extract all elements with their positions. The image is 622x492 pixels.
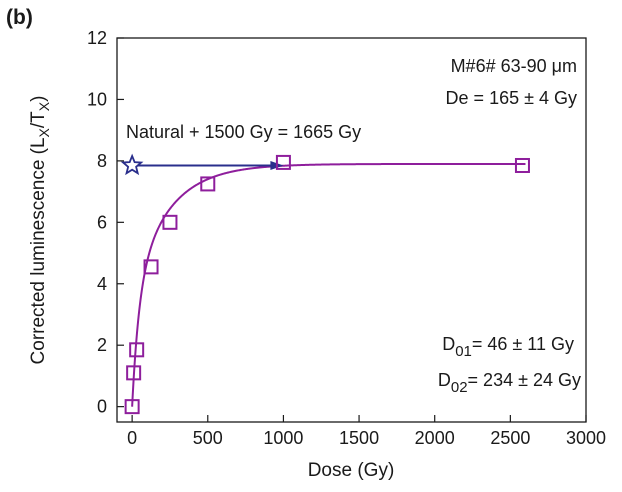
data-point xyxy=(200,176,216,192)
natural-point xyxy=(120,153,144,176)
y-tick-label: 2 xyxy=(97,335,107,355)
x-tick-label: 500 xyxy=(193,428,223,448)
y-tick-label: 10 xyxy=(87,89,107,109)
y-axis-label: Corrected luminescence (LX/TX) xyxy=(28,96,52,365)
sample-annotation: M#6# 63-90 μm xyxy=(451,56,577,76)
plot-frame xyxy=(116,37,587,423)
x-tick-label: 0 xyxy=(127,428,137,448)
x-tick-label: 2500 xyxy=(490,428,530,448)
d01-annotation: D01= 46 ± 11 Gy xyxy=(442,334,574,360)
y-tick-label: 0 xyxy=(97,397,107,417)
x-tick-label: 1000 xyxy=(263,428,303,448)
panel-label: (b) xyxy=(6,6,33,29)
y-tick-label: 4 xyxy=(97,274,107,294)
natural-arrow xyxy=(132,160,284,170)
x-axis: 0 500 1000 1500 2000 2500 3000 xyxy=(127,415,606,448)
data-point xyxy=(275,154,291,170)
y-tick-label: 12 xyxy=(87,28,107,48)
data-point xyxy=(126,365,142,381)
natural-annotation: Natural + 1500 Gy = 1665 Gy xyxy=(126,122,361,142)
data-point xyxy=(129,342,145,358)
y-axis: 0 2 4 6 8 10 12 xyxy=(87,28,124,417)
natural-star-marker xyxy=(120,153,144,176)
y-tick-label: 6 xyxy=(97,212,107,232)
x-tick-label: 2000 xyxy=(415,428,455,448)
x-tick-label: 3000 xyxy=(566,428,606,448)
x-axis-label: Dose (Gy) xyxy=(308,460,395,481)
data-point xyxy=(162,214,178,230)
de-annotation: De = 165 ± 4 Gy xyxy=(446,88,577,108)
d02-annotation: D02= 234 ± 24 Gy xyxy=(438,370,581,396)
data-point xyxy=(143,259,159,275)
data-markers xyxy=(124,154,530,415)
data-point xyxy=(514,157,530,173)
x-tick-label: 1500 xyxy=(339,428,379,448)
data-point xyxy=(124,399,140,415)
fit-curve xyxy=(131,162,526,407)
y-tick-label: 8 xyxy=(97,151,107,171)
